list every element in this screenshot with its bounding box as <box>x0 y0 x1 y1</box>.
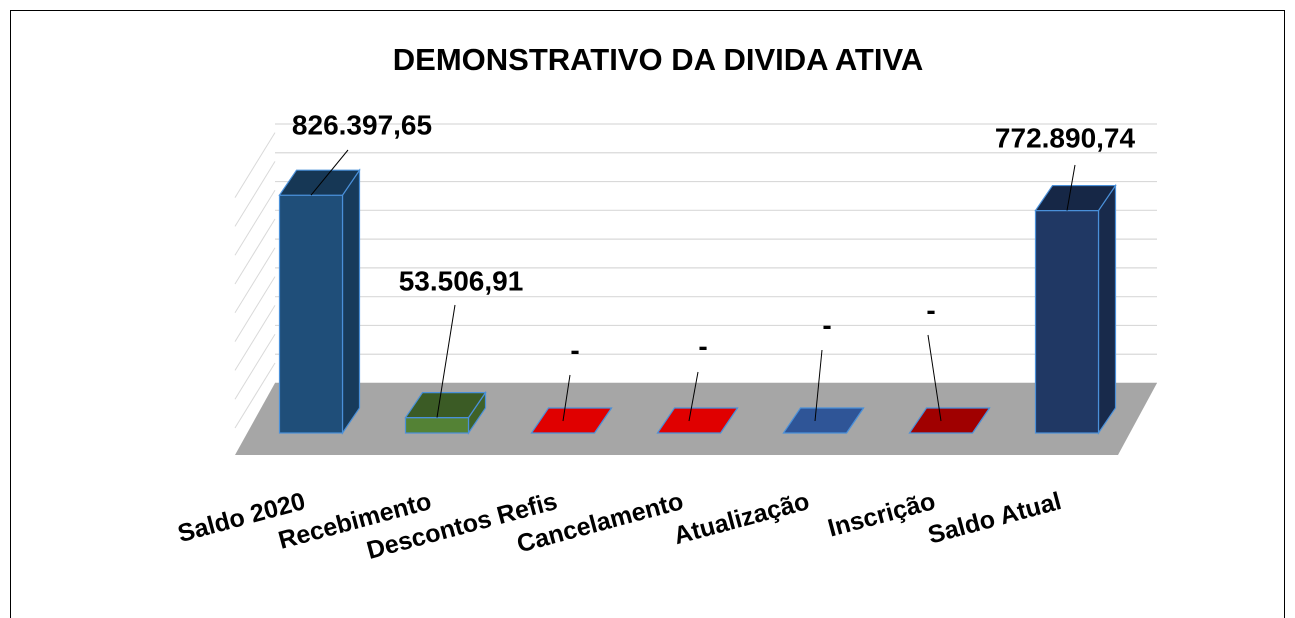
bar <box>278 168 361 435</box>
bar-top <box>278 169 361 196</box>
bar-side <box>1097 183 1117 435</box>
bar-top <box>1034 184 1117 212</box>
data-label: - <box>570 334 579 365</box>
data-label: - <box>822 309 831 340</box>
bar-front <box>278 194 344 434</box>
wall-line <box>234 333 276 400</box>
wall-line <box>234 247 276 314</box>
data-label: - <box>926 294 935 325</box>
bar <box>656 407 739 434</box>
data-label: 53.506,91 <box>399 265 524 296</box>
bar <box>782 407 865 434</box>
data-label: - <box>698 330 707 361</box>
bar <box>908 407 991 434</box>
bar-top <box>530 407 613 434</box>
leader-line <box>927 334 942 422</box>
bar-top <box>656 407 739 434</box>
wall-line <box>234 362 276 429</box>
wall-line <box>234 189 276 256</box>
leader-line <box>688 371 699 422</box>
data-label: 772.890,74 <box>995 122 1136 153</box>
data-label: 826.397,65 <box>292 109 432 140</box>
leader-line <box>436 304 456 418</box>
bar-top <box>908 407 991 434</box>
wall-line <box>234 276 276 342</box>
leader-line <box>814 349 823 422</box>
bar-front <box>404 417 470 434</box>
leader-line <box>310 149 349 196</box>
bar-top <box>782 407 865 434</box>
wall-line <box>234 218 276 285</box>
bar-side <box>341 168 361 435</box>
bar-front <box>1034 209 1100 434</box>
chart-title: DEMONSTRATIVO DA DIVIDA ATIVA <box>393 42 923 77</box>
wall-line <box>234 161 276 227</box>
wall-line <box>234 305 276 371</box>
bar <box>530 407 613 434</box>
leader-line <box>1066 164 1076 211</box>
bar <box>1034 183 1117 435</box>
leader-line <box>562 374 571 422</box>
bar <box>404 390 487 435</box>
bar-top <box>404 392 487 419</box>
wall-line <box>234 132 276 198</box>
